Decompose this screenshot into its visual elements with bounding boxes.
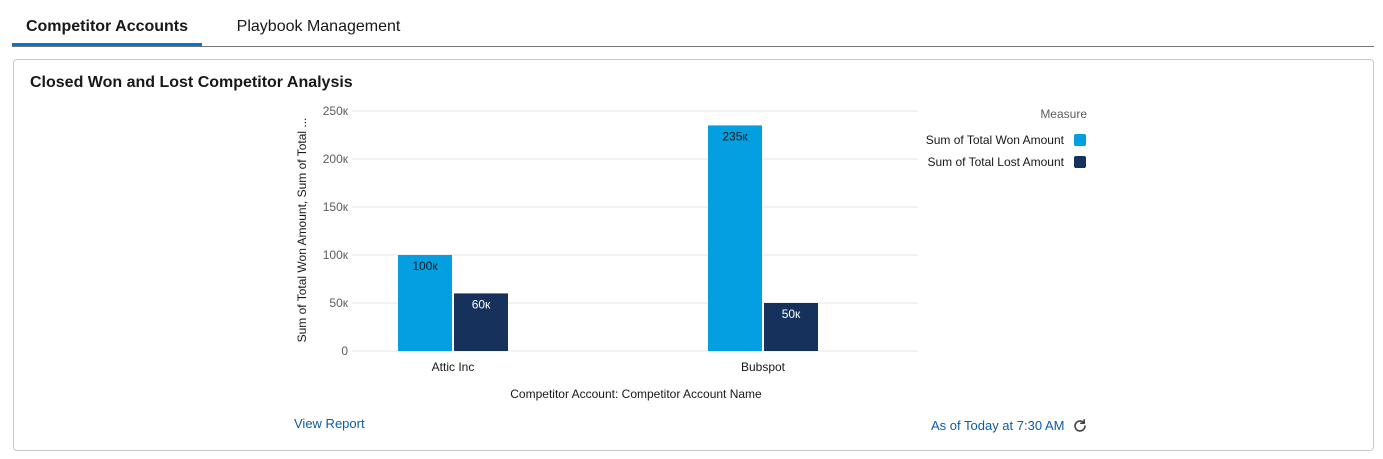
bar-data-label: 50к <box>782 307 801 321</box>
bar-data-label: 100к <box>412 259 438 273</box>
legend-title: Measure <box>1040 107 1087 121</box>
tab-playbook-management[interactable]: Playbook Management <box>236 18 401 35</box>
y-tick-label: 100к <box>323 248 349 262</box>
dashboard-card: Closed Won and Lost Competitor Analysis … <box>13 59 1374 451</box>
legend-swatch <box>1074 134 1086 146</box>
legend-item-label: Sum of Total Lost Amount <box>927 155 1064 169</box>
y-tick-label: 200к <box>323 152 349 166</box>
tab-competitor-accounts[interactable]: Competitor Accounts <box>12 0 202 46</box>
legend-swatch <box>1074 156 1086 168</box>
x-tick-label: Attic Inc <box>432 360 475 374</box>
bar-data-label: 235к <box>722 129 748 143</box>
tab-bar: Competitor Accounts Playbook Management <box>12 0 1374 47</box>
y-tick-label: 150к <box>323 200 349 214</box>
bar-lost <box>454 293 508 351</box>
view-report-link[interactable]: View Report <box>294 416 365 431</box>
y-tick-label: 250к <box>323 104 349 118</box>
x-tick-label: Bubspot <box>741 360 786 374</box>
refresh-icon[interactable] <box>1072 418 1088 434</box>
card-title: Closed Won and Lost Competitor Analysis <box>30 74 353 91</box>
as-of-timestamp-link[interactable]: As of Today at 7:30 AM <box>931 418 1065 433</box>
y-axis-label: Sum of Total Won Amount, Sum of Total ..… <box>295 118 309 343</box>
bar-won <box>398 255 452 351</box>
y-tick-label: 50к <box>329 296 348 310</box>
bar-chart: 0 50к 100к 150к 200к 250к Sum of Total Won Amo… <box>295 104 1087 401</box>
y-tick-label: 0 <box>341 344 348 358</box>
bar-data-label: 60к <box>472 297 491 311</box>
bar-won <box>708 125 762 352</box>
bar-lost <box>764 303 818 351</box>
x-axis-label: Competitor Account: Competitor Account N… <box>510 387 762 401</box>
legend-item-label: Sum of Total Won Amount <box>926 133 1065 147</box>
